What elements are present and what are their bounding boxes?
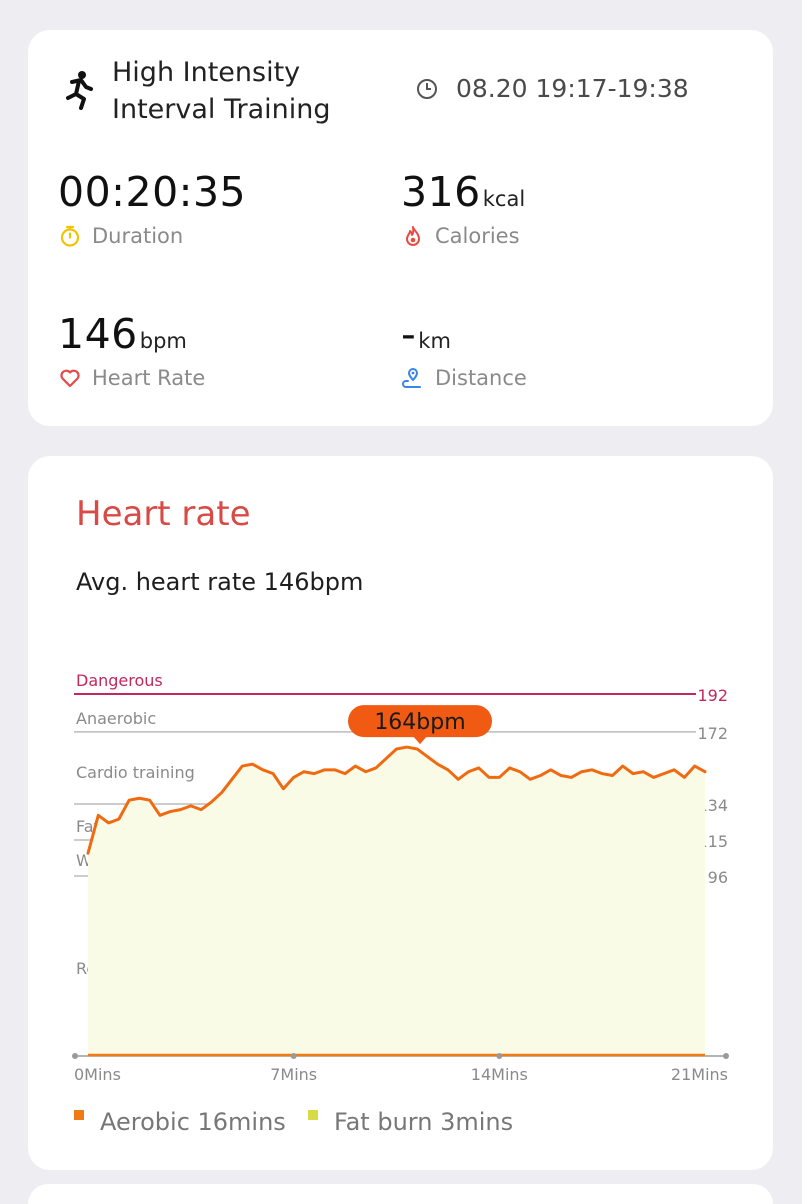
peak-badge — [348, 705, 493, 738]
zone-threshold-cardio-training: 134 — [697, 796, 728, 815]
calories-unit: kcal — [482, 187, 526, 211]
duration-metric: 00:20:35 Duration — [58, 168, 246, 248]
calories-label: Calories — [435, 224, 520, 248]
x-tick-dot — [290, 1053, 297, 1059]
location-pin-icon — [402, 368, 421, 388]
calories-value: 316 — [401, 168, 481, 216]
duration-label: Duration — [92, 224, 184, 248]
aerobic-swatch — [74, 1110, 84, 1120]
zone-threshold-anaerobic: 172 — [697, 724, 728, 743]
legend-fat-burn: Fat burn 3mins — [308, 1108, 513, 1136]
distance-metric: - km Distance — [401, 310, 527, 390]
legend-fat-burn-label: Fat burn 3mins — [334, 1108, 514, 1136]
heart-rate-metric: 146 bpm Heart Rate — [58, 310, 205, 390]
next-card-edge — [28, 1184, 773, 1204]
zone-label-anaerobic: Anaerobic — [76, 709, 156, 728]
time-range-text: 08.20 19:17-19:38 — [456, 74, 689, 103]
heart-rate-unit: bpm — [139, 329, 187, 353]
average-heart-rate: Avg. heart rate 146bpm — [76, 568, 364, 596]
x-tick-dot — [72, 1053, 78, 1059]
workout-summary-card: High Intensity Interval Training 08.20 1… — [28, 30, 773, 426]
x-tick-label: 0Mins — [74, 1065, 121, 1084]
heart-rate-value: 146 — [58, 310, 138, 358]
timer-icon — [60, 225, 80, 247]
clock-icon — [417, 78, 437, 99]
zone-label-cardio-training: Cardio training — [76, 763, 195, 782]
calories-metric: 316 kcal Calories — [401, 168, 525, 248]
x-tick-label: 7Mins — [270, 1065, 317, 1084]
legend-aerobic: Aerobic 16mins — [74, 1108, 286, 1136]
heart-rate-area — [88, 747, 705, 1056]
workout-time-range: 08.20 19:17-19:38 — [416, 74, 689, 103]
peak-badge-pointer — [413, 736, 428, 745]
x-tick-label: 14Mins — [471, 1065, 528, 1084]
x-tick-dot — [723, 1053, 729, 1059]
heart-icon — [60, 369, 80, 388]
peak-badge-label: 164bpm — [374, 710, 465, 735]
legend-aerobic-label: Aerobic 16mins — [100, 1108, 286, 1136]
heart-rate-chart[interactable]: 192 Dangerous 172 Anaerobic 134 Cardio traini… — [28, 456, 773, 1170]
zone-threshold-dangerous: 192 — [697, 686, 728, 705]
distance-label: Distance — [435, 366, 527, 390]
distance-value: - — [401, 310, 417, 358]
fat-burn-swatch — [308, 1110, 318, 1120]
x-tick-label: 21Mins — [671, 1065, 728, 1084]
zone-threshold-fat-burning: 115 — [697, 832, 728, 851]
x-tick-dot — [496, 1053, 503, 1059]
heart-rate-line — [86, 745, 707, 855]
workout-title: High Intensity Interval Training — [112, 57, 331, 125]
duration-value: 00:20:35 — [58, 168, 247, 216]
heart-rate-label: Heart Rate — [92, 366, 206, 390]
running-figure-icon — [66, 71, 93, 110]
zone-threshold-warm-up: 96 — [708, 868, 728, 887]
heart-rate-section-title: Heart rate — [76, 494, 251, 534]
distance-unit: km — [418, 329, 451, 353]
flame-icon — [406, 226, 420, 246]
heart-rate-card: Heart rate Avg. heart rate 146bpm 192 Dan… — [28, 456, 773, 1170]
zone-label-dangerous: Dangerous — [76, 671, 163, 690]
